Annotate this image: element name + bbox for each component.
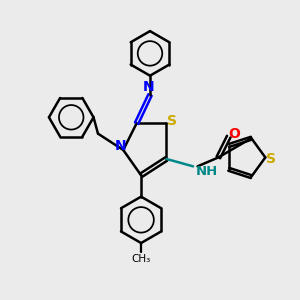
Text: NH: NH: [196, 165, 218, 178]
Text: S: S: [167, 114, 177, 128]
Text: CH₃: CH₃: [131, 254, 151, 264]
Text: S: S: [266, 152, 276, 166]
Text: O: O: [228, 127, 240, 141]
Text: N: N: [143, 80, 154, 94]
Text: N: N: [115, 140, 127, 153]
